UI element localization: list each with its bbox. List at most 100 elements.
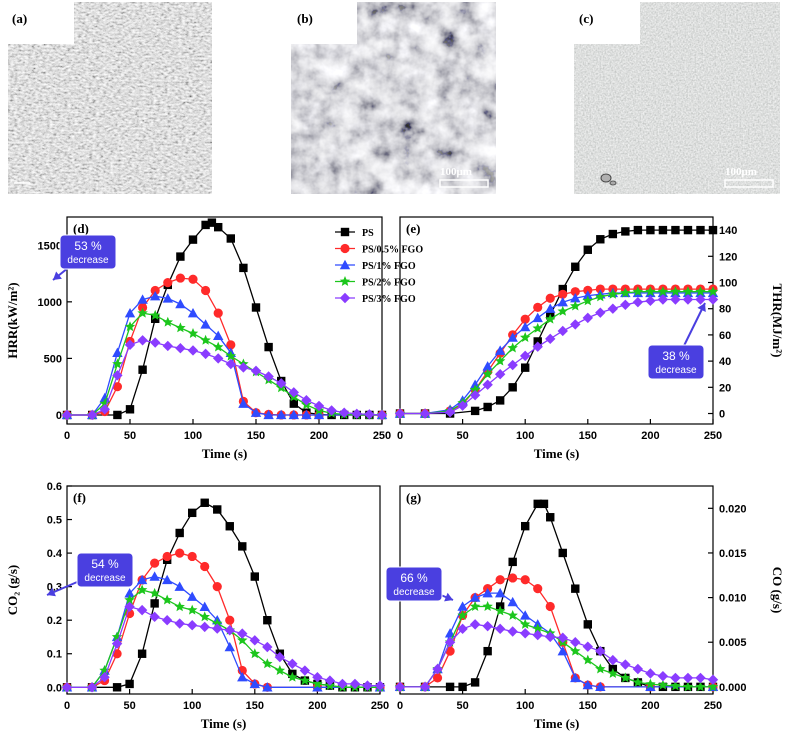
- plot-frame: [399, 485, 714, 695]
- data-point: [201, 220, 210, 230]
- data-point: [162, 340, 173, 352]
- data-point: [138, 302, 148, 313]
- data-point: [207, 218, 217, 227]
- data-point: [571, 262, 580, 271]
- data-point: [274, 651, 286, 663]
- data-point: [249, 648, 261, 659]
- series-ps-1-fgo: [61, 571, 386, 692]
- data-point: [707, 286, 719, 297]
- series-ps-3-fgo: [394, 294, 719, 419]
- data-point: [187, 620, 198, 631]
- data-point: [583, 620, 592, 629]
- legend-entry: PS: [362, 228, 374, 239]
- data-point: [86, 682, 98, 693]
- x-axis-label: Time (s): [534, 716, 580, 731]
- data-point: [151, 314, 160, 324]
- data-point: [61, 682, 73, 693]
- data-point: [645, 678, 656, 689]
- data-point: [519, 332, 531, 342]
- data-point: [214, 222, 223, 232]
- callout-value: 53 %: [74, 239, 102, 253]
- y-tick-label: 0.2: [47, 615, 62, 627]
- data-point: [187, 551, 197, 562]
- legend-marker: [339, 276, 351, 286]
- data-point: [301, 395, 312, 406]
- data-point: [125, 405, 135, 414]
- data-point: [188, 274, 198, 284]
- data-point: [521, 363, 530, 372]
- data-point: [682, 672, 694, 684]
- data-point: [483, 646, 492, 656]
- data-point: [149, 309, 161, 320]
- data-point: [469, 384, 481, 395]
- micrograph-a-label-box: [8, 2, 74, 44]
- data-point: [532, 341, 543, 352]
- data-point: [200, 319, 211, 329]
- y-tick-label: 40: [719, 356, 731, 368]
- x-tick-label: 50: [456, 430, 468, 442]
- y-tick-label: 120: [719, 251, 737, 263]
- data-point: [532, 623, 543, 634]
- series-ps: [62, 498, 385, 692]
- data-point: [620, 299, 631, 310]
- data-point: [532, 629, 543, 641]
- data-point: [444, 407, 456, 418]
- data-point: [312, 682, 323, 692]
- data-point: [595, 681, 606, 692]
- data-point: [494, 355, 506, 366]
- data-point: [137, 649, 147, 658]
- x-tick-label: 100: [516, 700, 534, 712]
- data-point: [596, 235, 605, 244]
- data-point: [457, 601, 468, 611]
- data-point: [200, 334, 211, 345]
- data-point: [508, 573, 518, 583]
- data-point: [213, 330, 224, 340]
- data-point: [507, 609, 518, 620]
- data-point: [149, 571, 160, 581]
- data-point: [482, 620, 493, 632]
- data-point: [162, 551, 172, 562]
- data-point: [633, 225, 643, 235]
- data-point: [495, 396, 505, 405]
- callout-text: decrease: [84, 573, 126, 584]
- data-point: [99, 398, 111, 409]
- data-point: [595, 284, 605, 294]
- data-point: [175, 343, 186, 354]
- micrograph-a: (a): [8, 2, 212, 194]
- data-point: [301, 409, 312, 420]
- data-point: [264, 342, 273, 352]
- x-axis-label: Time (s): [534, 446, 580, 461]
- data-point: [557, 645, 568, 656]
- y-tick-label: 0.6: [47, 481, 62, 493]
- data-point: [99, 672, 110, 683]
- data-point: [200, 561, 210, 572]
- x-tick-label: 250: [371, 700, 389, 712]
- data-point: [539, 499, 549, 509]
- data-point: [707, 294, 719, 305]
- plot-frame: [66, 485, 381, 695]
- data-point: [545, 293, 555, 303]
- data-point: [582, 654, 594, 665]
- data-point: [520, 628, 531, 639]
- y-tick-label: 0: [719, 409, 725, 421]
- series-ps-3-fgo: [61, 335, 388, 421]
- data-point: [470, 678, 480, 687]
- data-point: [175, 548, 185, 558]
- data-point: [124, 307, 136, 318]
- data-point: [545, 303, 556, 313]
- data-point: [124, 339, 136, 351]
- x-tick-label: 150: [579, 700, 597, 712]
- decrease-callout: 54 % decrease: [46, 552, 134, 597]
- micrograph-c-scale-text: 100μm: [725, 166, 757, 178]
- data-point: [339, 407, 350, 418]
- series-line: [67, 575, 380, 688]
- data-point: [657, 294, 669, 305]
- data-point: [494, 345, 506, 355]
- data-point: [238, 542, 247, 551]
- x-tick-label: 50: [456, 700, 468, 712]
- data-point: [494, 587, 506, 598]
- callout-box: [647, 344, 705, 380]
- data-point: [239, 263, 248, 273]
- data-point: [274, 665, 286, 675]
